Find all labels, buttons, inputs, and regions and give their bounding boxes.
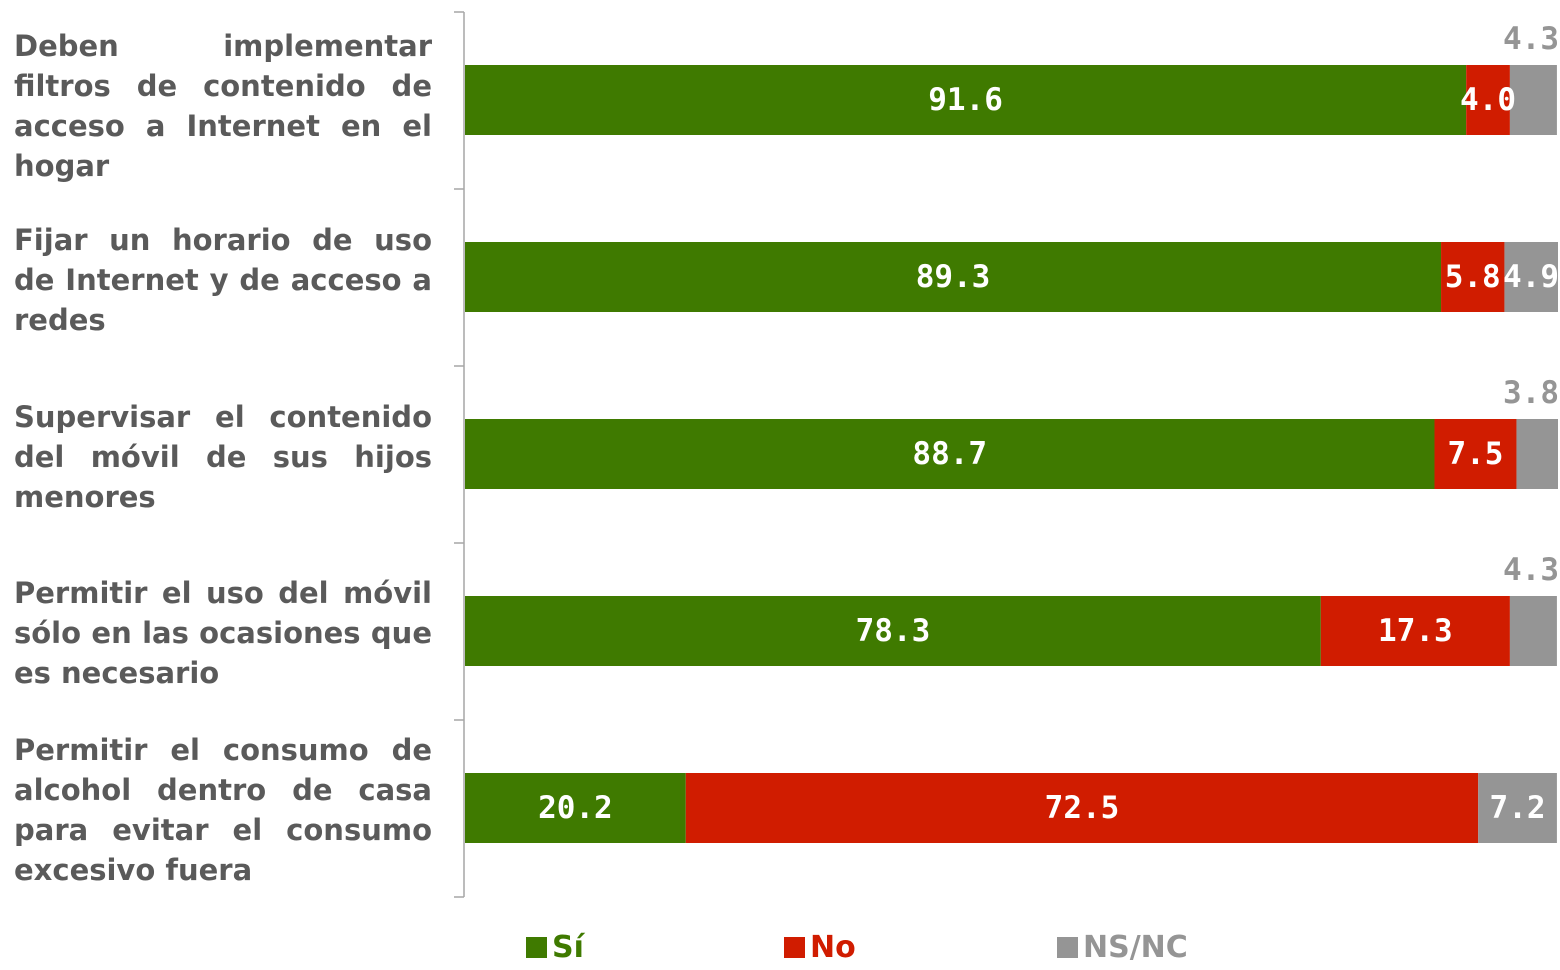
data-label: 4.3 bbox=[1503, 21, 1559, 57]
data-label: 7.2 bbox=[1490, 790, 1546, 826]
category-label: Fijar un horario de uso de Internet y de… bbox=[14, 223, 432, 337]
category-label: Permitir el uso del móvil sólo en las oc… bbox=[14, 576, 432, 690]
bar-si bbox=[465, 773, 686, 843]
data-label: 20.2 bbox=[538, 790, 613, 826]
bar-no bbox=[1434, 419, 1517, 489]
legend-label-nsnc: NS/NC bbox=[1083, 930, 1188, 965]
bar-no bbox=[1320, 596, 1510, 666]
bar-nsnc bbox=[1516, 419, 1558, 489]
category-label: Permitir el consumo de alcohol dentro de… bbox=[14, 733, 432, 887]
bar-no bbox=[1441, 242, 1505, 312]
data-labels: 91.6 4.0 4.3 89.3 5.8 4.9 88.7 7.53.8 78.3 17.3 4.… bbox=[538, 21, 1559, 826]
data-label: 72.5 bbox=[1045, 790, 1120, 826]
bar-nsnc bbox=[1509, 65, 1557, 135]
data-label: 4.0 bbox=[1460, 82, 1516, 118]
data-label: 4.3 bbox=[1503, 552, 1559, 588]
data-label: 91.6 bbox=[928, 82, 1003, 118]
data-label: 7.5 bbox=[1447, 436, 1503, 472]
bar-si bbox=[465, 242, 1442, 312]
bar-nsnc bbox=[1504, 242, 1558, 312]
legend-swatch-no bbox=[784, 937, 805, 958]
legend-label-no: No bbox=[810, 930, 856, 965]
bar-si bbox=[465, 419, 1435, 489]
bar-no bbox=[1466, 65, 1510, 135]
category-label: Deben implementar filtros de contenido d… bbox=[14, 29, 432, 183]
data-label: 89.3 bbox=[916, 259, 991, 295]
category-label: Supervisar el contenido del móvil de sus… bbox=[14, 400, 432, 514]
category-axis bbox=[454, 11, 465, 898]
legend-item-nsnc: NS/NC bbox=[1057, 930, 1188, 965]
data-label: 3.8 bbox=[1503, 375, 1559, 411]
legend-item-si: Sí bbox=[526, 930, 584, 965]
data-label: 17.3 bbox=[1378, 613, 1453, 649]
legend-label-si: Sí bbox=[552, 930, 584, 965]
legend-swatch-nsnc bbox=[1057, 937, 1078, 958]
data-label: 88.7 bbox=[912, 436, 987, 472]
bar-si bbox=[465, 65, 1467, 135]
bar-nsnc bbox=[1478, 773, 1557, 843]
legend-swatch-si bbox=[526, 937, 547, 958]
bars bbox=[465, 65, 1558, 843]
bar-nsnc bbox=[1509, 596, 1557, 666]
bar-no bbox=[685, 773, 1479, 843]
legend-item-no: No bbox=[784, 930, 856, 965]
data-label: 5.8 bbox=[1445, 259, 1501, 295]
data-label: 78.3 bbox=[856, 613, 931, 649]
bar-si bbox=[465, 596, 1321, 666]
data-label: 4.9 bbox=[1503, 259, 1559, 295]
